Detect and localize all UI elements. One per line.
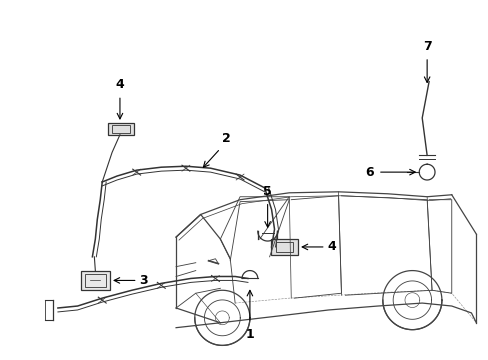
Text: 1: 1 [245,328,254,341]
Bar [84,274,106,287]
Text: 6: 6 [365,166,373,179]
Text: 4: 4 [327,240,336,253]
Bar [270,239,298,255]
Text: 3: 3 [140,274,148,287]
Bar [81,271,110,290]
Bar [112,125,129,133]
Text: 7: 7 [422,40,430,53]
Text: 2: 2 [222,131,231,145]
Text: 5: 5 [263,185,271,198]
Bar [108,123,133,135]
Bar [275,242,293,252]
Text: 4: 4 [115,78,124,91]
